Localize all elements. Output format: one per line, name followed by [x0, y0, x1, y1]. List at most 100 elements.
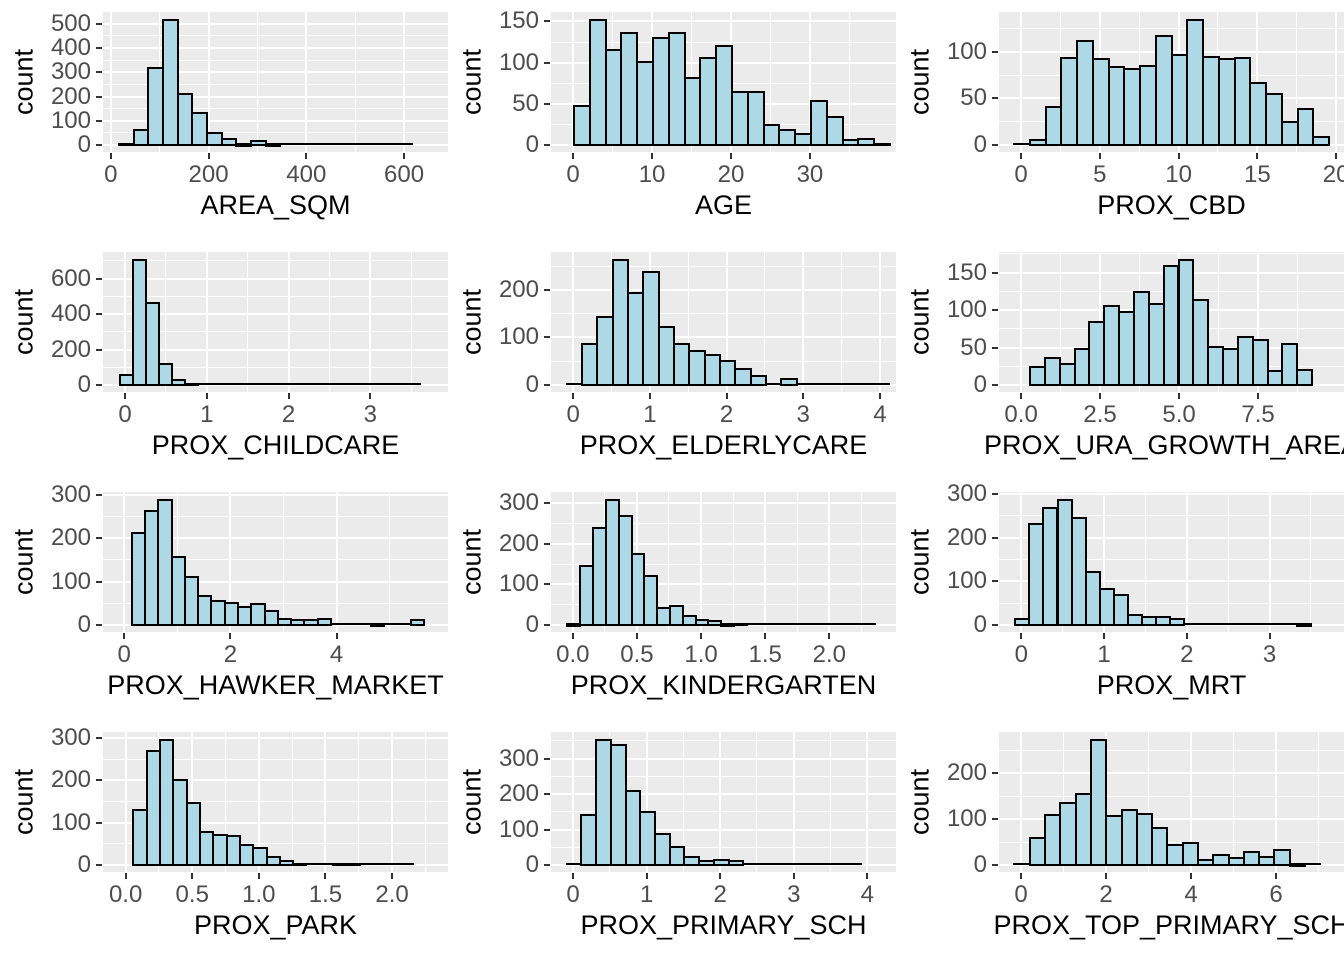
histogram-bar: [1183, 623, 1200, 625]
histogram-bar: [183, 383, 199, 386]
histogram-bar: [380, 383, 396, 385]
y-axis-title: count: [904, 768, 935, 836]
y-axis-title: count: [904, 288, 935, 356]
gridline-minor: [354, 12, 356, 152]
gridline-major: [551, 20, 896, 23]
histogram-bar: [565, 863, 583, 865]
x-tick-label: 0.0: [556, 641, 590, 668]
y-tick-label: 100: [498, 815, 539, 843]
gridline-major: [229, 492, 232, 632]
y-tick-mark: [992, 624, 998, 626]
y-tick-mark: [544, 502, 550, 505]
x-tick-mark: [335, 633, 338, 639]
histogram-bar: [1253, 623, 1270, 625]
histogram-bar: [1312, 135, 1331, 146]
histogram-bar: [825, 116, 844, 146]
x-tick-mark: [572, 153, 575, 159]
x-tick-label: 2: [1180, 641, 1194, 668]
x-tick-label: 400: [286, 161, 327, 188]
y-tick-mark: [992, 492, 998, 495]
gridline-minor: [1148, 732, 1150, 872]
gridline-minor: [165, 252, 167, 392]
histogram-bar: [398, 863, 415, 865]
y-tick-mark: [96, 313, 102, 315]
gridline-major: [287, 252, 290, 392]
y-tick-label: 100: [498, 323, 539, 351]
y-tick-label: 50: [512, 89, 539, 117]
gridline-major: [1256, 12, 1259, 152]
x-tick-mark: [802, 393, 805, 399]
x-tick-label: 3: [363, 401, 378, 428]
histogram-bar: [758, 623, 774, 625]
y-tick-mark: [96, 95, 102, 98]
y-tick-label: 300: [946, 479, 987, 507]
histogram-bar: [1211, 623, 1228, 625]
y-tick-label: 300: [50, 58, 91, 86]
histogram-bar: [857, 137, 876, 146]
histogram-prox_elderlycare: 0 100 200 0 1 2 3 4 PROX_ELDERLYCARE count: [448, 240, 896, 480]
y-tick-label: 200: [498, 275, 539, 303]
x-tick-label: 5: [1093, 161, 1107, 188]
histogram-bar: [1267, 623, 1284, 625]
gridline-major: [1103, 492, 1106, 632]
histogram-bar: [566, 623, 582, 628]
x-tick-label: 20: [717, 161, 745, 188]
x-tick-label: 0: [1014, 881, 1028, 908]
gridline-minor: [1227, 492, 1229, 632]
x-tick-mark: [1105, 873, 1108, 879]
x-tick-label: 0.5: [620, 641, 654, 668]
y-tick-label: 200: [498, 780, 539, 807]
x-tick-label: 1.0: [684, 641, 718, 668]
gridline-major: [719, 732, 722, 872]
histogram-bar: [305, 863, 321, 865]
y-tick-label: 200: [50, 524, 91, 552]
x-tick-label: 2: [1099, 881, 1113, 908]
gridline-minor: [1144, 492, 1146, 632]
gridline-major: [123, 492, 126, 632]
x-tick-label: 1: [639, 881, 654, 908]
y-axis-title: count: [8, 528, 39, 596]
x-tick-mark: [369, 393, 372, 399]
x-tick-mark: [1190, 873, 1193, 879]
histogram-bar: [409, 619, 425, 626]
histogram-bar: [1265, 92, 1283, 146]
y-tick-label: 100: [50, 808, 91, 836]
gridline-major: [369, 252, 372, 392]
histogram-prox_hawker_market: 0 100 200 300 0 2 4 PROX_HAWKER_MARKET count: [0, 480, 448, 720]
gridline-minor: [103, 602, 448, 604]
gridline-major: [324, 732, 327, 872]
gridline-minor: [103, 331, 448, 333]
gridline-minor: [687, 252, 689, 392]
histogram-prox_top_primary_sch: 0 100 200 0 2 4 6 PROX_TOP_PRIMARY_SCH count: [896, 720, 1344, 960]
histogram-prox_mrt: 0 100 200 300 0 1 2 3 PROX_MRT count: [896, 480, 1344, 720]
y-tick-mark: [544, 20, 550, 23]
histogram-bar: [786, 863, 804, 865]
histogram-bar: [815, 863, 833, 865]
histogram-bar: [797, 623, 813, 625]
y-tick-mark: [96, 119, 102, 122]
x-tick-mark: [700, 633, 703, 639]
x-tick-mark: [1185, 633, 1188, 639]
y-axis-title: count: [904, 528, 935, 596]
x-tick-label: 2.0: [812, 641, 846, 668]
gridline-major: [551, 288, 896, 291]
histogram-bar: [733, 623, 748, 627]
histogram-bar: [872, 383, 890, 385]
y-tick-label: 400: [50, 300, 91, 327]
y-axis-title: count: [8, 768, 39, 836]
x-tick-mark: [305, 153, 308, 159]
y-axis-title: count: [456, 528, 487, 596]
x-tick-mark: [1098, 153, 1101, 159]
histogram-bar: [278, 859, 295, 866]
gridline-minor: [103, 758, 448, 760]
y-tick-label: 50: [960, 84, 987, 112]
x-tick-label: 0.0: [108, 881, 143, 908]
x-tick-mark: [109, 153, 112, 159]
histogram-bar: [210, 383, 226, 385]
histogram-bar: [1112, 594, 1129, 626]
x-tick-mark: [124, 873, 127, 879]
histogram-bar: [372, 863, 388, 865]
x-tick-mark: [205, 393, 208, 399]
histogram-bar: [323, 143, 341, 145]
y-tick-label: 300: [498, 489, 539, 517]
